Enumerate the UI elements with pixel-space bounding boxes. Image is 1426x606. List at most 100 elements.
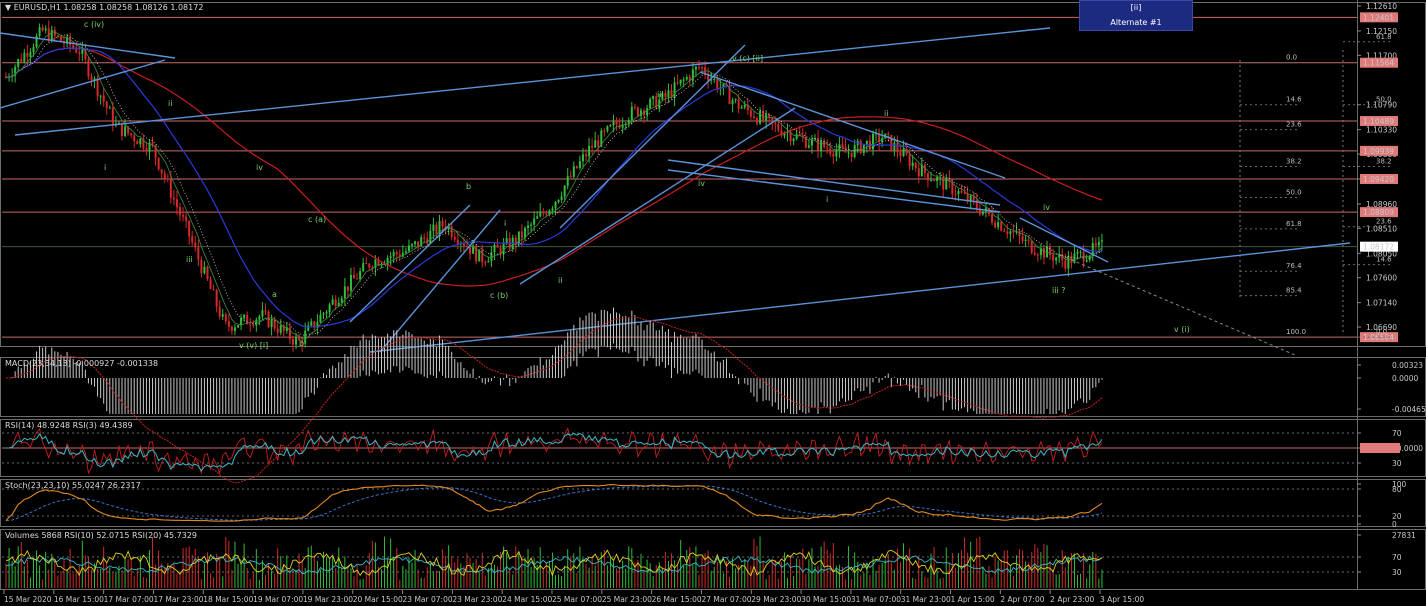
candle-body [636, 107, 639, 116]
candle-body [398, 254, 401, 257]
candle-body [1021, 235, 1024, 241]
macd-bar [313, 378, 315, 395]
candle-body [407, 245, 410, 252]
time-tick-label: 23 Mar 23:00 [452, 595, 502, 604]
candle-body [200, 259, 203, 274]
macd-bar [576, 330, 578, 367]
macd-bar [280, 378, 282, 414]
rsi-3-line [5, 427, 1103, 475]
macd-bar [155, 378, 157, 414]
wave-label: b [299, 339, 304, 348]
candle-body [548, 210, 551, 216]
candle-body [478, 249, 481, 262]
candle-body [1070, 255, 1073, 263]
macd-bar [503, 378, 505, 380]
macd-bar [72, 358, 74, 378]
candle-body [829, 148, 832, 154]
price-level-box [1360, 207, 1398, 218]
macd-bar [387, 333, 389, 370]
candle-body [453, 236, 456, 240]
candle-body [298, 337, 301, 341]
candle-body [362, 263, 365, 272]
macd-bar [48, 354, 50, 378]
candle-body [96, 78, 99, 96]
candle-body [359, 271, 362, 280]
macd-bar [234, 378, 236, 414]
candle-body [371, 267, 374, 269]
macd-bar [909, 378, 911, 391]
candle-body [523, 227, 526, 238]
macd-bar [719, 362, 721, 378]
candle-body [722, 83, 725, 88]
candle-body [191, 236, 194, 243]
macd-bar [762, 378, 764, 402]
macd-bar [14, 371, 16, 378]
candle-body [1042, 248, 1045, 258]
macd-bar [667, 329, 669, 366]
panel-frame-vol [0, 529, 1426, 590]
macd-bar [991, 378, 993, 414]
candle-body [737, 99, 740, 109]
macd-bar [344, 354, 346, 378]
macd-bar [1015, 378, 1017, 414]
candle-body [172, 197, 175, 200]
macd-bar [768, 378, 770, 401]
candle-body [661, 92, 664, 100]
macd-bar [1061, 378, 1063, 413]
macd-bar [808, 378, 810, 413]
candle-body [432, 224, 435, 231]
trend-line [699, 71, 1006, 179]
macd-bar [887, 373, 889, 378]
current-price-box [1360, 241, 1398, 252]
candle-body [276, 328, 279, 333]
candle-body [655, 96, 658, 109]
macd-bar [167, 378, 169, 414]
candle-body [774, 122, 777, 125]
candle-body [258, 316, 261, 320]
candle-body [1009, 231, 1012, 234]
candle-body [551, 208, 554, 211]
candle-body [218, 306, 221, 317]
macd-bar [475, 378, 477, 380]
macd-bar [29, 361, 31, 378]
volume-bars-group [5, 536, 1103, 588]
badge-wave-label: [ii] [1130, 3, 1142, 12]
candle-body [295, 337, 298, 345]
macd-bar [539, 357, 541, 378]
macd-bar [493, 376, 495, 378]
stoch-axis-tick-label: 100 [1392, 480, 1407, 489]
candle-body [87, 59, 90, 77]
candle-body [685, 77, 688, 80]
macd-bar [780, 378, 782, 413]
macd-bar [115, 378, 117, 414]
candle-body [182, 215, 185, 217]
wave-label: iii ? [1052, 286, 1065, 295]
candle-body [633, 106, 636, 108]
macd-bar [75, 362, 77, 378]
macd-bar [930, 378, 932, 397]
macd-signal-line [6, 316, 1103, 484]
candle-body [469, 246, 472, 254]
candle-body [130, 133, 133, 136]
candle-body [145, 148, 148, 152]
macd-bar [591, 312, 593, 349]
macd-bar [152, 378, 154, 414]
candle-body [29, 51, 32, 57]
macd-bar [881, 378, 883, 381]
time-tick-label: 24 Mar 15:00 [502, 595, 552, 604]
candle-body [59, 36, 62, 42]
candle-body [117, 122, 120, 124]
price-level-box [1360, 12, 1398, 23]
macd-bar [722, 359, 724, 378]
macd-bar [298, 378, 300, 413]
candle-body [1027, 239, 1030, 241]
candle-body [575, 166, 578, 169]
candle-body [252, 324, 255, 326]
candle-body [530, 224, 533, 226]
fib-label-right: 14.6 [1376, 256, 1392, 264]
macd-bar [625, 315, 627, 352]
candle-body [420, 237, 423, 247]
macd-bar [875, 376, 877, 378]
price-level-label: 1.12401 [1363, 13, 1394, 22]
candle-body [945, 177, 948, 190]
